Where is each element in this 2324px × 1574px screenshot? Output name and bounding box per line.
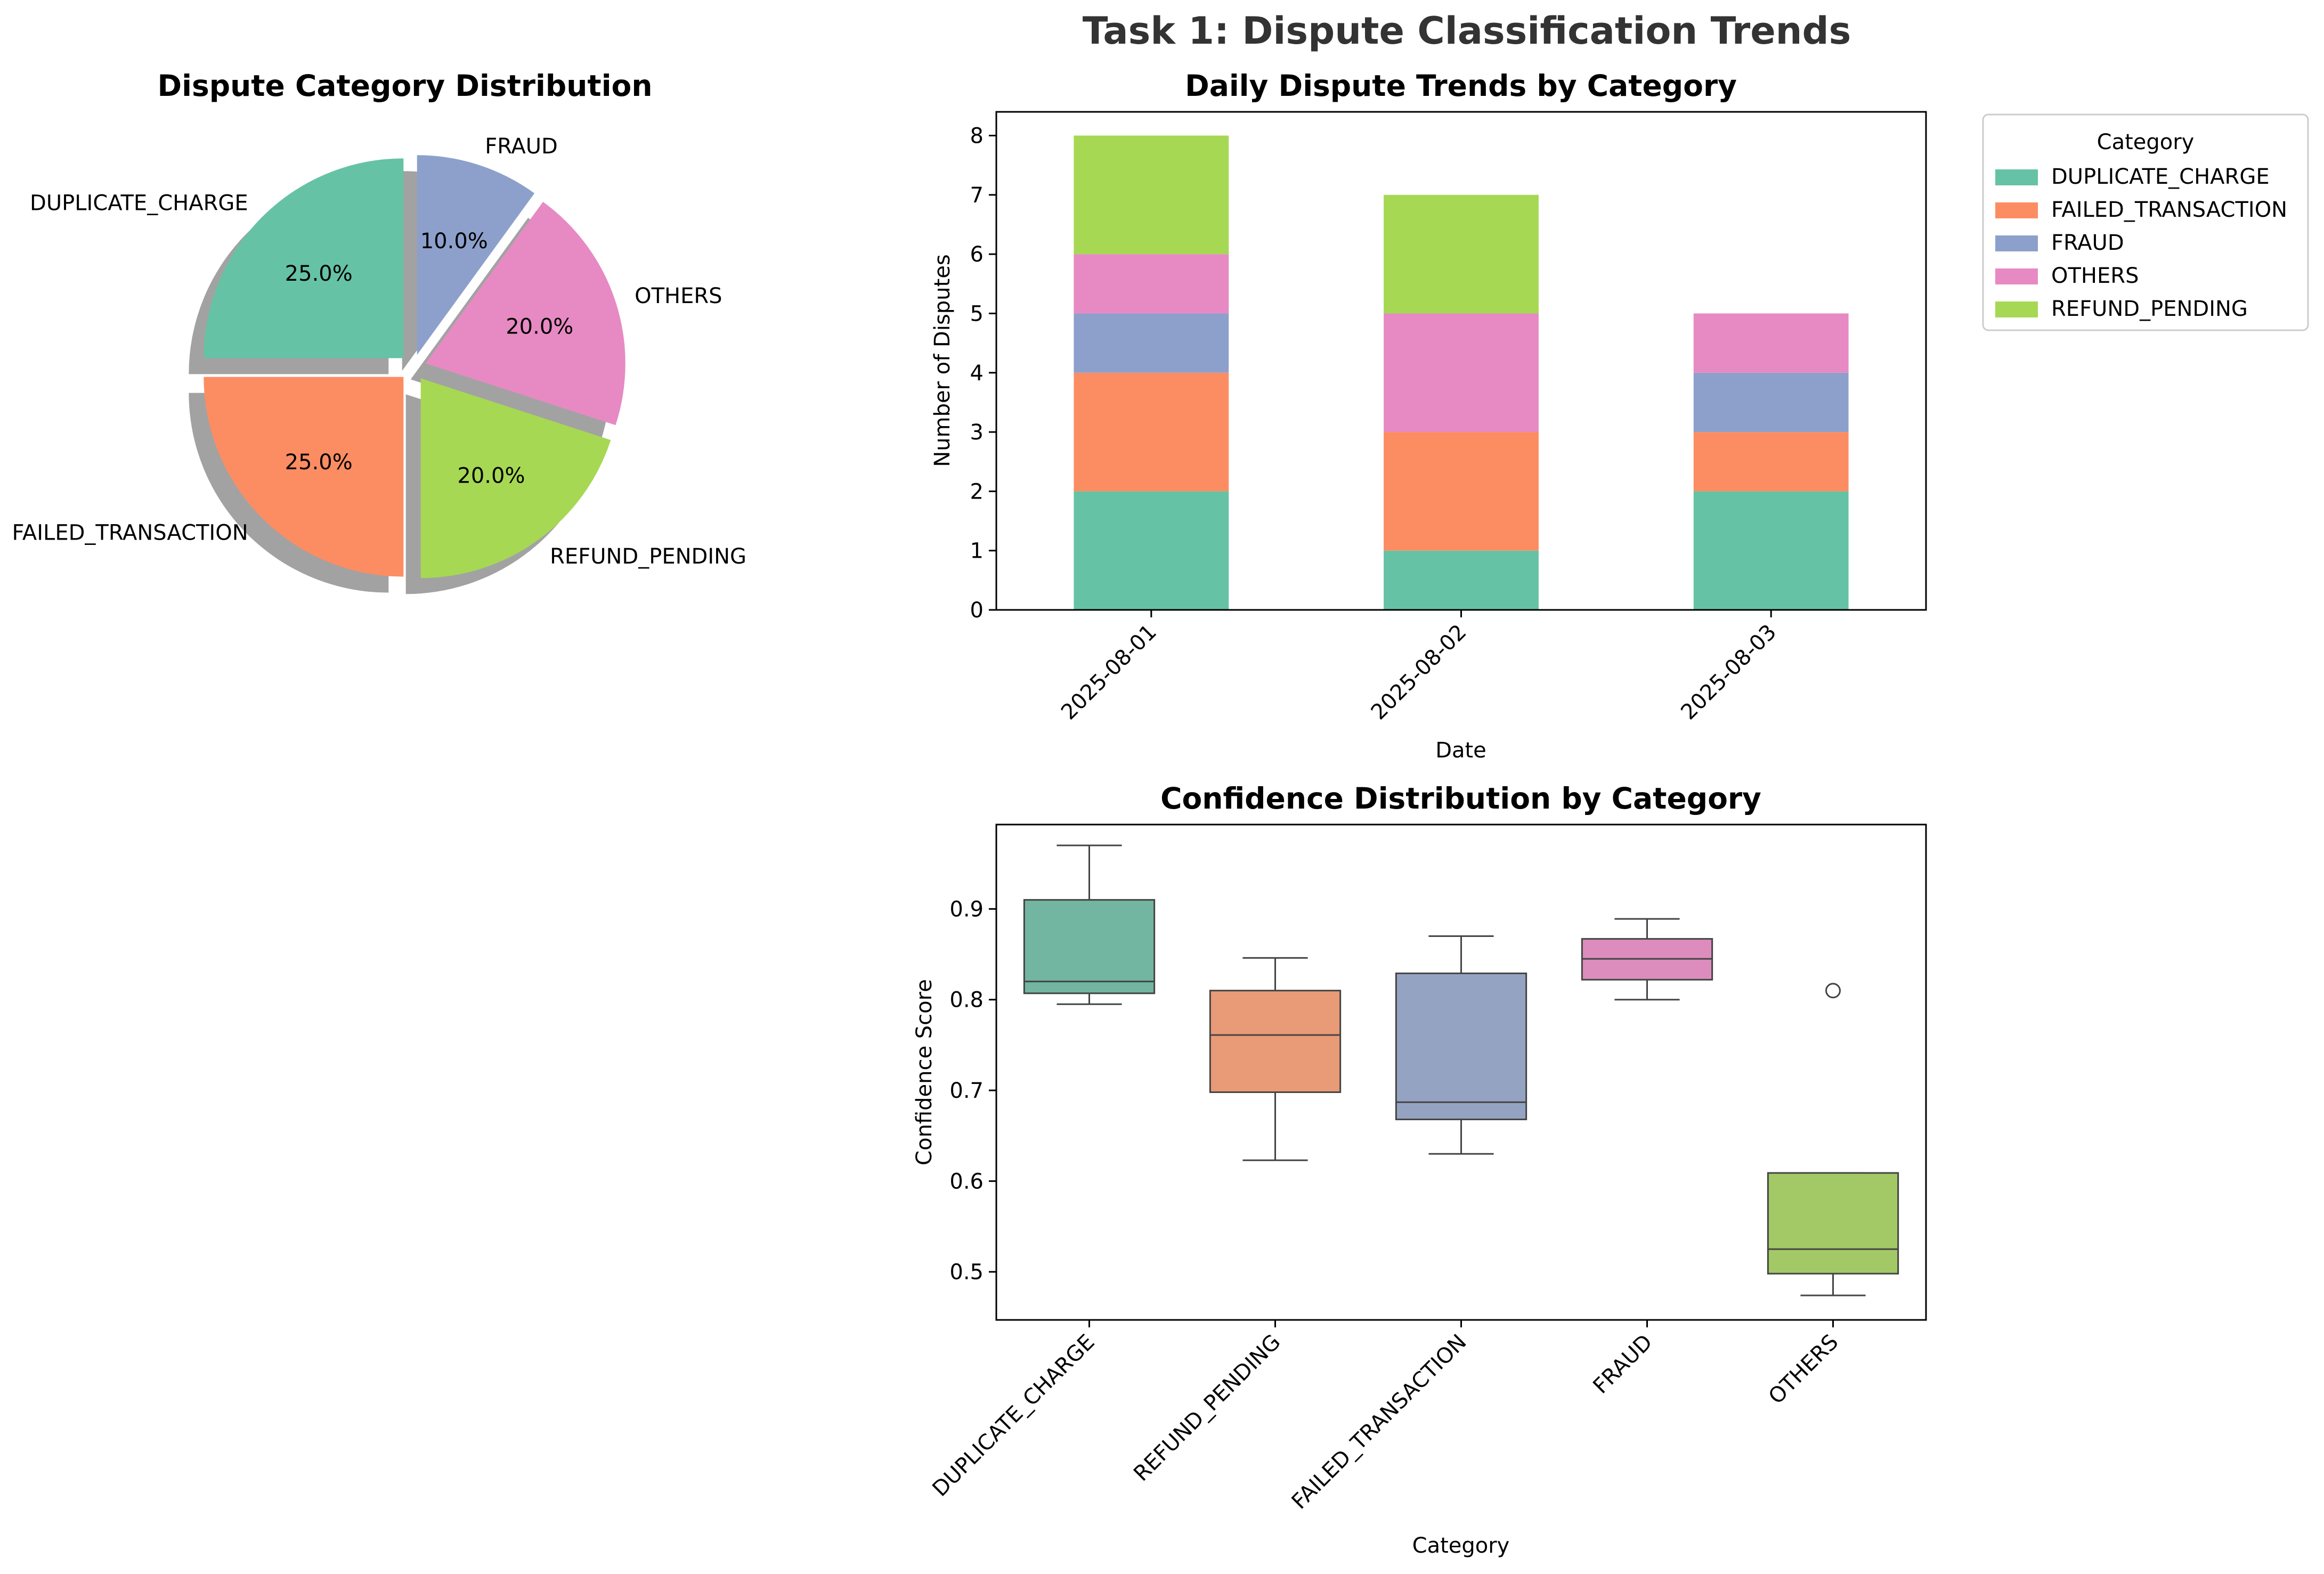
box-series — [1023, 844, 1899, 1296]
bar-y-label: Number of Disputes — [930, 254, 955, 467]
pie-label-failed-transaction: FAILED_TRANSACTION — [12, 520, 248, 545]
bar-x-axis: 2025-08-01 2025-08-02 2025-08-03 — [1057, 610, 1781, 724]
bar-y-axis: 0 1 2 3 4 5 6 7 8 — [970, 124, 996, 623]
box-others — [1767, 983, 1899, 1296]
bar-legend: Category DUPLICATE_CHARGE FAILED_TRANSACT… — [1982, 113, 2309, 331]
bar-axes-frame — [995, 111, 1927, 611]
box-y-tick-label: 0.5 — [949, 1260, 984, 1285]
pie-chart: Dispute Category Distribution 25.0% DUPLI… — [12, 69, 747, 594]
box-axes-frame — [995, 823, 1927, 1321]
legend-swatch-duplicate-charge — [1995, 169, 2038, 185]
box-title: Confidence Distribution by Category — [1160, 781, 1761, 815]
box-y-tick-label: 0.9 — [949, 897, 984, 921]
pie-slice-failed-transaction — [204, 377, 404, 577]
bar-y-tick-label: 0 — [970, 598, 984, 623]
legend-label-fraud: FRAUD — [2051, 231, 2124, 255]
pie-pct-label: 20.0% — [457, 463, 525, 488]
legend-swatch-fraud — [1995, 235, 2038, 251]
bar-x-label: Date — [1435, 738, 1486, 763]
pie-label-fraud: FRAUD — [485, 134, 558, 159]
box-x-tick-label: FAILED_TRANSACTION — [1287, 1330, 1472, 1514]
bar-series — [1074, 135, 1849, 610]
box-iqr — [1023, 899, 1156, 994]
bar-x-tick-label: 2025-08-01 — [1057, 620, 1161, 725]
pie-label-refund-pending: REFUND_PENDING — [550, 544, 746, 569]
box-y-tick-label: 0.7 — [949, 1079, 984, 1103]
bar-title: Daily Dispute Trends by Category — [1185, 69, 1737, 103]
bar-fraud-2025-08-03 — [1693, 372, 1849, 433]
box-y-tick-label: 0.6 — [949, 1169, 984, 1194]
legend-label-failed-transaction: FAILED_TRANSACTION — [2051, 198, 2287, 222]
box-x-tick-label: OTHERS — [1764, 1330, 1843, 1409]
legend-swatch-failed-transaction — [1995, 202, 2038, 218]
pie-pct-label: 10.0% — [420, 229, 488, 254]
legend-items: DUPLICATE_CHARGE FAILED_TRANSACTION FRAUD O… — [1995, 165, 2287, 321]
box-fraud — [1581, 918, 1713, 1001]
legend-label-refund-pending: REFUND_PENDING — [2051, 297, 2248, 321]
box-iqr — [1395, 972, 1527, 1121]
pie-slice-others — [425, 201, 625, 426]
bar-refund-pending-2025-08-02 — [1384, 194, 1539, 314]
bar-others-2025-08-01 — [1074, 254, 1229, 314]
legend-label-others: OTHERS — [2051, 264, 2139, 288]
bar-y-tick-label: 8 — [970, 124, 984, 149]
box-failed-transaction — [1395, 935, 1527, 1155]
pie-slices — [204, 155, 625, 578]
pie-label-others: OTHERS — [635, 284, 722, 308]
bar-y-tick-label: 5 — [970, 301, 984, 326]
box-y-axis: 0.5 0.6 0.7 0.8 0.9 — [949, 897, 996, 1285]
pie-title: Dispute Category Distribution — [158, 69, 653, 103]
pie-pct-label: 25.0% — [285, 450, 353, 475]
pie-pct-label: 25.0% — [285, 262, 353, 286]
legend-swatch-others — [1995, 268, 2038, 284]
box-y-tick-label: 0.8 — [949, 988, 984, 1013]
bar-y-tick-label: 7 — [970, 183, 984, 208]
pie-slice-refund-pending — [420, 378, 611, 578]
stacked-bar-chart: Daily Dispute Trends by Category 0 1 2 3 4 5 6… — [930, 69, 2309, 763]
box-refund-pending — [1209, 957, 1342, 1161]
bar-failed-transaction-2025-08-03 — [1693, 432, 1849, 492]
bar-failed-transaction-2025-08-02 — [1384, 432, 1539, 551]
legend-title: Category — [2097, 130, 2195, 154]
bar-others-2025-08-02 — [1384, 313, 1539, 433]
figure-title: Task 1: Dispute Classification Trends — [1083, 9, 1851, 53]
box-y-label: Confidence Score — [912, 979, 937, 1165]
bar-others-2025-08-03 — [1693, 313, 1849, 373]
box-outlier — [1825, 983, 1841, 999]
bar-y-tick-label: 1 — [970, 539, 984, 564]
pie-labels: 25.0% DUPLICATE_CHARGE 25.0% FAILED_TRANSAC… — [12, 134, 747, 569]
box-x-tick-label: REFUND_PENDING — [1129, 1330, 1285, 1486]
box-x-label: Category — [1412, 1534, 1510, 1558]
pie-label-duplicate-charge: DUPLICATE_CHARGE — [30, 191, 248, 216]
bar-refund-pending-2025-08-01 — [1074, 135, 1229, 255]
bar-duplicate-charge-2025-08-02 — [1384, 550, 1539, 610]
box-iqr — [1767, 1172, 1899, 1275]
box-x-tick-label: DUPLICATE_CHARGE — [928, 1330, 1099, 1502]
box-plot-chart: Confidence Distribution by Category 0.50… — [912, 781, 1927, 1558]
box-iqr — [1209, 990, 1342, 1093]
box-x-axis: DUPLICATE_CHARGE REFUND_PENDING FAILED_TRA… — [928, 1320, 1843, 1514]
bar-y-tick-label: 2 — [970, 479, 984, 504]
bar-fraud-2025-08-01 — [1074, 313, 1229, 373]
bar-duplicate-charge-2025-08-01 — [1074, 491, 1229, 610]
pie-slice-duplicate-charge — [204, 158, 404, 358]
legend-frame — [1982, 113, 2309, 331]
pie-slice-fraud — [417, 155, 535, 355]
bar-y-tick-label: 6 — [970, 242, 984, 267]
box-x-tick-label: FRAUD — [1588, 1330, 1657, 1399]
bar-failed-transaction-2025-08-01 — [1074, 372, 1229, 492]
box-duplicate-charge — [1023, 844, 1156, 1005]
bar-duplicate-charge-2025-08-03 — [1693, 491, 1849, 610]
pie-pct-label: 20.0% — [506, 315, 573, 339]
bar-y-tick-label: 4 — [970, 361, 984, 386]
bar-x-tick-label: 2025-08-02 — [1367, 620, 1472, 725]
legend-label-duplicate-charge: DUPLICATE_CHARGE — [2051, 165, 2270, 189]
bar-x-tick-label: 2025-08-03 — [1676, 620, 1781, 725]
legend-swatch-refund-pending — [1995, 301, 2038, 317]
bar-y-tick-label: 3 — [970, 420, 984, 445]
